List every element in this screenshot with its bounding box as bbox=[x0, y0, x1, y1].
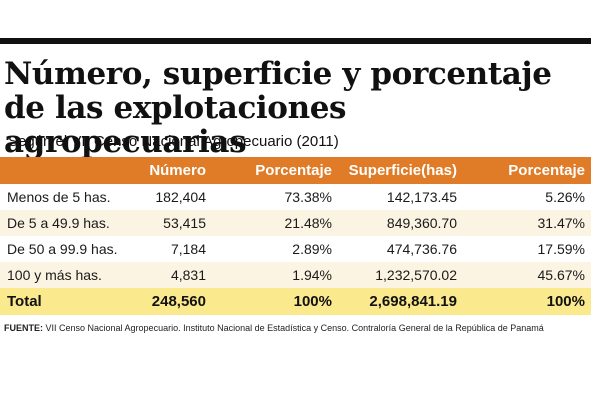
cell-superficie: 1,232,570.02 bbox=[375, 267, 457, 283]
table-row: De 5 a 49.9 has. 53,415 21.48% 849,360.7… bbox=[0, 210, 591, 236]
header-cell-porcentaje-numero: Porcentaje bbox=[255, 162, 332, 179]
source-text: VII Censo Nacional Agropecuario. Institu… bbox=[43, 323, 544, 333]
cell-numero: 7,184 bbox=[170, 241, 206, 257]
source-label: FUENTE: bbox=[4, 323, 43, 333]
cell-porcentaje-superficie: 31.47% bbox=[537, 215, 585, 231]
row-label: De 50 a 99.9 has. bbox=[7, 241, 118, 257]
row-label: Menos de 5 has. bbox=[7, 189, 111, 205]
cell-porcentaje-numero: 21.48% bbox=[284, 215, 332, 231]
cell-porcentaje-superficie: 17.59% bbox=[537, 241, 585, 257]
cell-porcentaje-superficie: 45.67% bbox=[537, 267, 585, 283]
total-numero: 248,560 bbox=[151, 293, 206, 310]
total-label: Total bbox=[7, 293, 42, 310]
total-row: Total 248,560 100% 2,698,841.19 100% bbox=[0, 288, 591, 315]
source-note: FUENTE: VII Censo Nacional Agropecuario.… bbox=[4, 323, 591, 334]
table-row: 100 y más has. 4,831 1.94% 1,232,570.02 … bbox=[0, 262, 591, 288]
table-row: Menos de 5 has. 182,404 73.38% 142,173.4… bbox=[0, 184, 591, 210]
cell-superficie: 849,360.70 bbox=[386, 215, 457, 231]
top-rule bbox=[0, 38, 591, 44]
cell-superficie: 142,173.45 bbox=[386, 189, 457, 205]
total-porcentaje-numero: 100% bbox=[293, 293, 332, 310]
header-row: Número Porcentaje Superficie(has) Porcen… bbox=[0, 157, 591, 184]
table-row: De 50 a 99.9 has. 7,184 2.89% 474,736.76… bbox=[0, 236, 591, 262]
cell-porcentaje-numero: 1.94% bbox=[292, 267, 332, 283]
header-cell-porcentaje-superficie: Porcentaje bbox=[508, 162, 585, 179]
header-cell-label bbox=[0, 157, 136, 184]
cell-numero: 182,404 bbox=[155, 189, 206, 205]
cell-superficie: 474,736.76 bbox=[386, 241, 457, 257]
cell-porcentaje-superficie: 5.26% bbox=[545, 189, 585, 205]
chart-title: Número, superficie y porcentaje de las e… bbox=[4, 56, 552, 160]
cell-porcentaje-numero: 2.89% bbox=[292, 241, 332, 257]
cell-numero: 4,831 bbox=[170, 267, 206, 283]
total-porcentaje-superficie: 100% bbox=[546, 293, 585, 310]
cell-numero: 53,415 bbox=[163, 215, 206, 231]
row-label: De 5 a 49.9 has. bbox=[7, 215, 110, 231]
chart-subtitle: Según el VII Censo Nacional Agropecuario… bbox=[8, 133, 339, 150]
row-label: 100 y más has. bbox=[7, 267, 102, 283]
total-superficie: 2,698,841.19 bbox=[369, 293, 457, 310]
cell-porcentaje-numero: 73.38% bbox=[284, 189, 332, 205]
header-cell-numero: Número bbox=[149, 162, 206, 179]
header-cell-superficie: Superficie(has) bbox=[348, 162, 457, 179]
data-table: Número Porcentaje Superficie(has) Porcen… bbox=[0, 157, 591, 315]
